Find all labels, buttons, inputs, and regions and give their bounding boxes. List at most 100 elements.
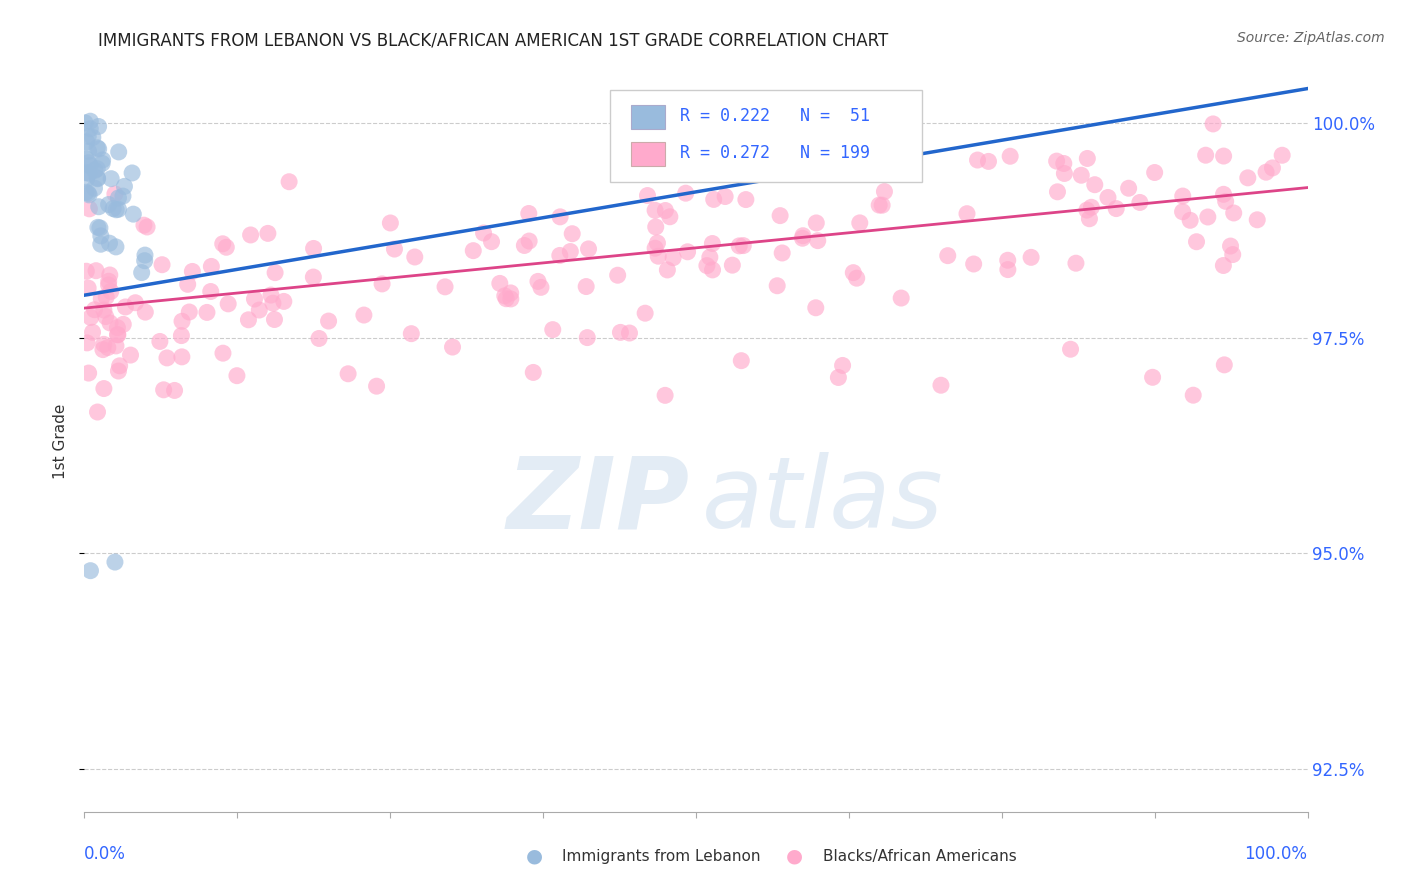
Point bbox=[366, 379, 388, 393]
Point bbox=[263, 312, 285, 326]
Point bbox=[1212, 187, 1234, 202]
Point bbox=[105, 202, 128, 217]
Point bbox=[278, 175, 301, 189]
Point bbox=[91, 156, 114, 170]
Point bbox=[86, 141, 108, 155]
Point bbox=[1254, 165, 1277, 179]
Point bbox=[100, 285, 122, 299]
Point bbox=[1212, 259, 1234, 273]
Point bbox=[548, 210, 571, 224]
Point bbox=[273, 294, 295, 309]
Point bbox=[97, 274, 120, 288]
Point bbox=[1212, 149, 1234, 163]
Point bbox=[401, 326, 423, 341]
Point bbox=[75, 152, 97, 166]
Point bbox=[243, 292, 266, 306]
Point bbox=[211, 236, 233, 251]
Point bbox=[79, 121, 101, 136]
Point bbox=[77, 145, 100, 159]
Point bbox=[578, 242, 600, 256]
Point bbox=[77, 186, 100, 201]
Point bbox=[1076, 152, 1098, 166]
Point bbox=[699, 250, 721, 264]
Point bbox=[79, 564, 101, 578]
Point bbox=[481, 235, 503, 249]
Point bbox=[107, 320, 129, 334]
Point bbox=[93, 382, 115, 396]
Point bbox=[845, 271, 868, 285]
Point bbox=[576, 330, 599, 344]
Point bbox=[807, 164, 830, 178]
Point bbox=[302, 242, 325, 256]
Text: ●: ● bbox=[786, 847, 803, 866]
Point bbox=[404, 250, 426, 264]
Text: R = 0.222   N =  51: R = 0.222 N = 51 bbox=[681, 107, 870, 125]
Point bbox=[86, 171, 108, 186]
Point bbox=[1097, 190, 1119, 204]
Point bbox=[87, 142, 110, 156]
Point bbox=[114, 179, 136, 194]
Point bbox=[1195, 148, 1218, 162]
Point bbox=[956, 207, 979, 221]
Point bbox=[807, 234, 830, 248]
Point bbox=[1143, 165, 1166, 179]
Point bbox=[318, 314, 340, 328]
Point bbox=[79, 114, 101, 128]
Point bbox=[86, 171, 108, 186]
Point bbox=[702, 236, 724, 251]
Point bbox=[200, 285, 222, 299]
Point bbox=[150, 258, 173, 272]
Point bbox=[1080, 200, 1102, 214]
Point bbox=[1236, 170, 1258, 185]
Point bbox=[1178, 213, 1201, 227]
Point bbox=[111, 189, 134, 203]
Point bbox=[114, 300, 136, 314]
Point bbox=[77, 366, 100, 380]
Point bbox=[766, 278, 789, 293]
Point bbox=[1118, 181, 1140, 195]
Point bbox=[730, 353, 752, 368]
Point bbox=[513, 238, 536, 252]
Point bbox=[1202, 117, 1225, 131]
Point bbox=[107, 327, 129, 342]
Point bbox=[87, 200, 110, 214]
Point bbox=[262, 296, 284, 310]
Point bbox=[217, 297, 239, 311]
Point bbox=[212, 346, 235, 360]
Point bbox=[181, 264, 204, 278]
Point bbox=[806, 216, 828, 230]
Text: Source: ZipAtlas.com: Source: ZipAtlas.com bbox=[1237, 31, 1385, 45]
Point bbox=[675, 186, 697, 201]
Point bbox=[75, 264, 97, 278]
Point bbox=[77, 281, 100, 295]
Point bbox=[1064, 256, 1087, 270]
Point bbox=[575, 279, 598, 293]
Point bbox=[90, 292, 112, 306]
Point bbox=[82, 130, 104, 145]
Point bbox=[83, 181, 105, 195]
Point bbox=[131, 266, 153, 280]
Point bbox=[770, 246, 793, 260]
Point bbox=[644, 219, 666, 234]
Text: 0.0%: 0.0% bbox=[84, 845, 127, 863]
Point bbox=[76, 335, 98, 350]
Point bbox=[260, 288, 283, 302]
Point bbox=[644, 241, 666, 255]
Point bbox=[527, 274, 550, 288]
Point bbox=[1185, 235, 1208, 249]
Point bbox=[517, 234, 540, 248]
Point bbox=[122, 207, 145, 221]
Point bbox=[662, 251, 685, 265]
Point bbox=[541, 323, 564, 337]
Point bbox=[997, 253, 1019, 268]
Point bbox=[936, 249, 959, 263]
Point bbox=[1053, 166, 1076, 180]
Point bbox=[1261, 161, 1284, 175]
Point bbox=[247, 303, 270, 318]
Point bbox=[77, 129, 100, 144]
Point bbox=[91, 153, 114, 167]
Point bbox=[644, 203, 666, 218]
Point bbox=[1215, 194, 1237, 209]
Point bbox=[494, 289, 516, 303]
Point bbox=[238, 313, 260, 327]
